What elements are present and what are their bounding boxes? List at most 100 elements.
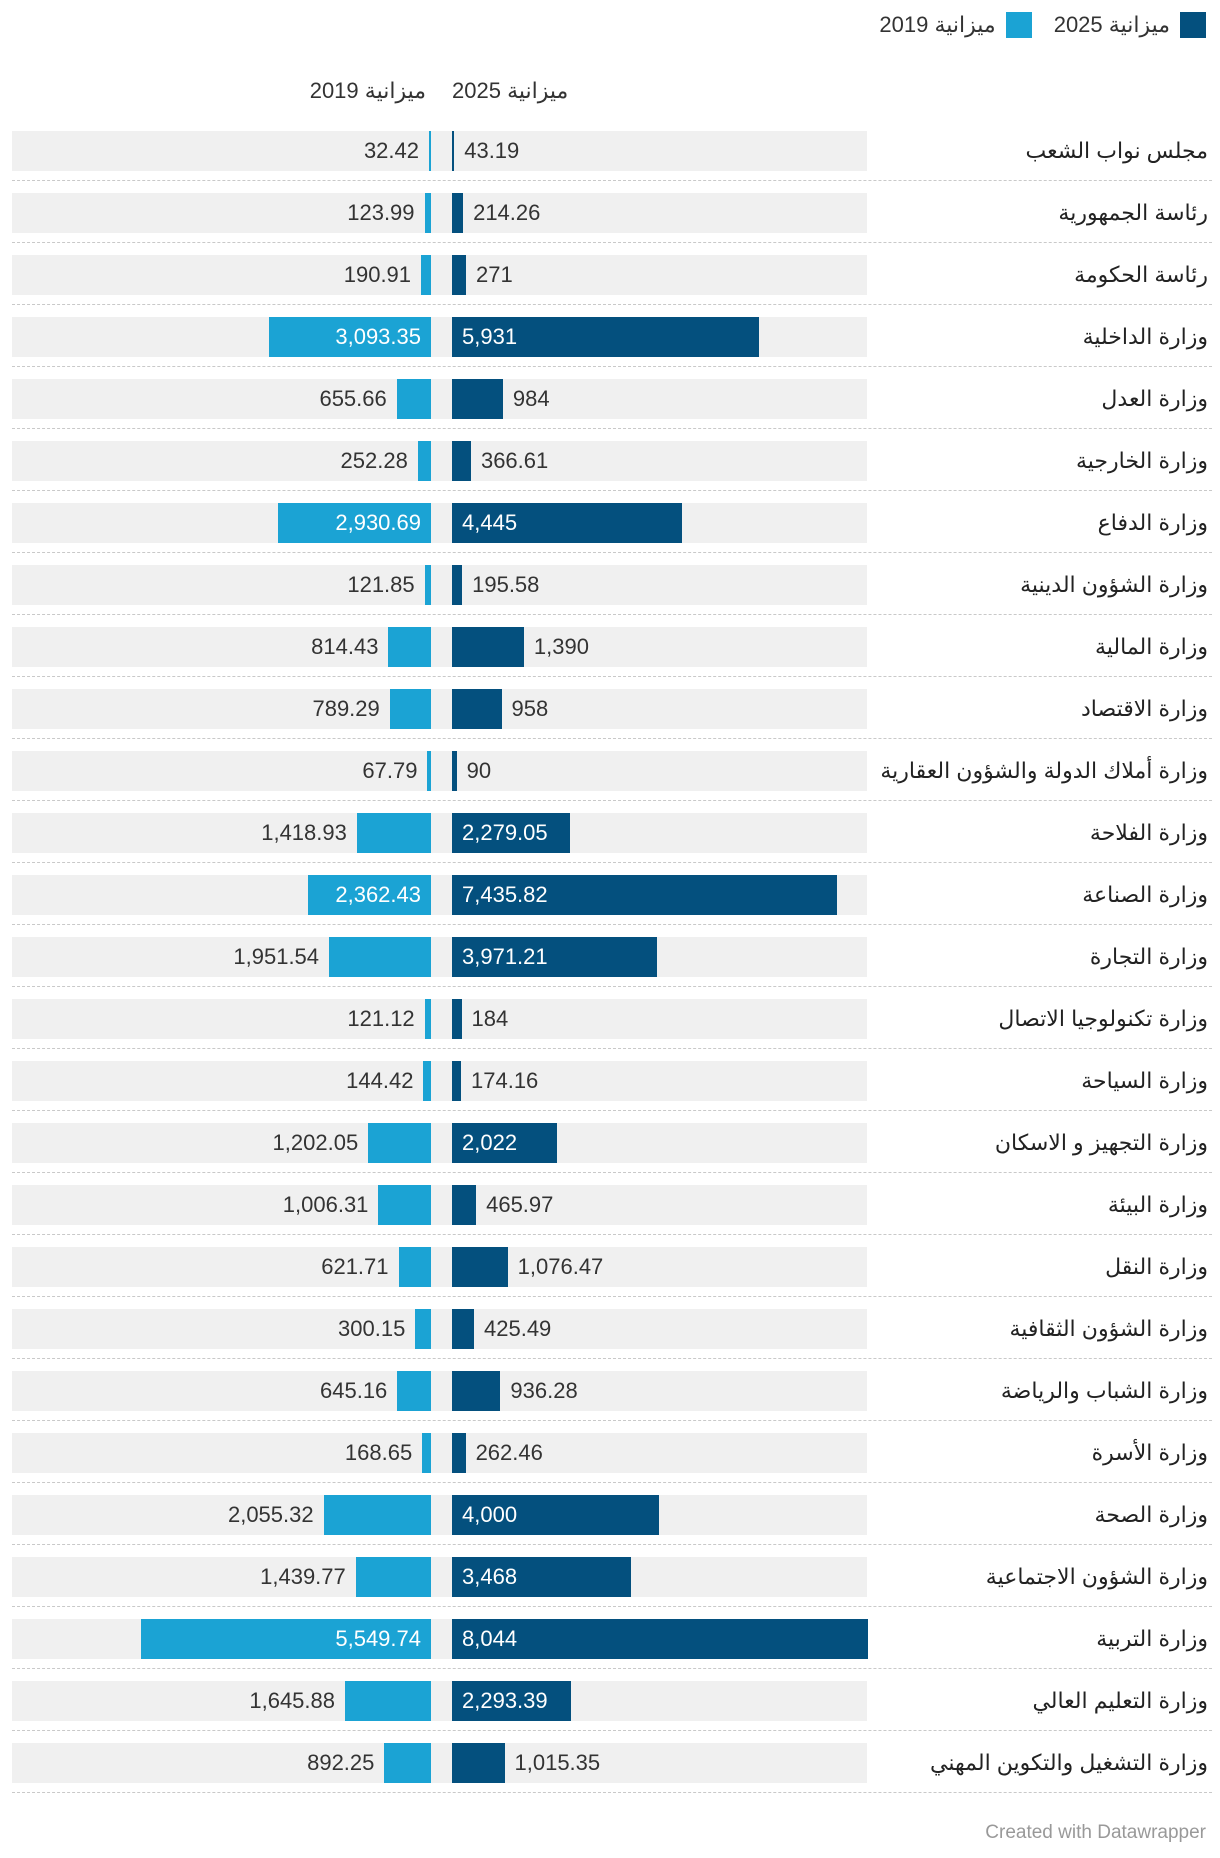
bar-2019 bbox=[384, 1743, 431, 1783]
value-label-2025: 4,445 bbox=[462, 510, 518, 535]
value-label-2025: 90 bbox=[466, 758, 492, 783]
bar-2025 bbox=[452, 627, 524, 667]
bar-2019 bbox=[424, 193, 431, 233]
value-label-2019: 121.12 bbox=[347, 1006, 415, 1031]
bar-2025 bbox=[452, 1371, 501, 1411]
legend: ميزانية 2025 ميزانية 2019 bbox=[879, 12, 1206, 38]
row-background bbox=[12, 1123, 867, 1163]
category-label: وزارة الصحة bbox=[1094, 1502, 1208, 1527]
row-background bbox=[12, 255, 867, 295]
value-label-2025: 5,931 bbox=[462, 324, 518, 349]
category-label: وزارة النقل bbox=[1105, 1254, 1208, 1279]
row-separator bbox=[12, 490, 1212, 491]
chart-row: مجلس نواب الشعب 43.19 32.42 bbox=[0, 126, 1220, 188]
bar-2025 bbox=[452, 565, 463, 605]
bar-2019 bbox=[389, 689, 431, 729]
row-background bbox=[12, 1557, 867, 1597]
row-background bbox=[12, 937, 867, 977]
value-label-2019: 168.65 bbox=[344, 1440, 413, 1465]
value-label-2019: 123.99 bbox=[347, 200, 415, 225]
row-separator bbox=[12, 1792, 1212, 1793]
row-separator bbox=[12, 614, 1212, 615]
row-background bbox=[12, 813, 867, 853]
legend-item-2019: ميزانية 2019 bbox=[879, 12, 1032, 38]
value-label-2025: 1,015.35 bbox=[514, 1750, 601, 1775]
chart-row: وزارة النقل 1,076.47 621.71 bbox=[0, 1242, 1220, 1304]
row-separator bbox=[12, 800, 1212, 801]
row-separator bbox=[12, 180, 1212, 181]
row-background bbox=[12, 1743, 867, 1783]
chart-row: وزارة الشؤون الدينية 195.58 121.85 bbox=[0, 560, 1220, 622]
category-label: وزارة البيئة bbox=[1107, 1192, 1208, 1217]
chart-row: وزارة الشؤون الاجتماعية 3,468 1,439.77 bbox=[0, 1552, 1220, 1614]
category-label: وزارة الخارجية bbox=[1076, 448, 1208, 473]
row-separator bbox=[12, 304, 1212, 305]
category-label: وزارة المالية bbox=[1095, 634, 1208, 659]
row-background bbox=[12, 131, 867, 171]
value-label-2019: 5,549.74 bbox=[335, 1626, 421, 1651]
row-separator bbox=[12, 1420, 1212, 1421]
legend-label-2019: ميزانية 2019 bbox=[879, 12, 996, 37]
value-label-2019: 814.43 bbox=[311, 634, 379, 659]
value-label-2025: 366.61 bbox=[480, 448, 549, 473]
category-label: وزارة الأسرة bbox=[1091, 1440, 1208, 1465]
value-label-2019: 190.91 bbox=[343, 262, 412, 287]
row-separator bbox=[12, 862, 1212, 863]
chart-row: وزارة العدل 984 655.66 bbox=[0, 374, 1220, 436]
value-label-2025: 184 bbox=[471, 1006, 509, 1031]
row-background bbox=[12, 1185, 867, 1225]
bar-2019 bbox=[422, 1433, 431, 1473]
bar-2025 bbox=[452, 441, 471, 481]
chart-row: وزارة الاقتصاد 958 789.29 bbox=[0, 684, 1220, 746]
bar-2025 bbox=[452, 1743, 505, 1783]
row-background bbox=[12, 689, 867, 729]
bar-2019 bbox=[356, 813, 431, 853]
row-background bbox=[12, 1371, 867, 1411]
value-label-2019: 645.16 bbox=[320, 1378, 388, 1403]
category-label: وزارة الشباب والرياضة bbox=[1000, 1378, 1208, 1403]
row-separator bbox=[12, 1544, 1212, 1545]
value-label-2025: 958 bbox=[511, 696, 549, 721]
category-label: وزارة أملاك الدولة والشؤون العقارية bbox=[880, 758, 1208, 783]
category-label: مجلس نواب الشعب bbox=[1025, 138, 1208, 163]
bar-2019 bbox=[427, 751, 431, 791]
value-label-2019: 67.79 bbox=[362, 758, 418, 783]
bar-2025 bbox=[452, 255, 466, 295]
credit-text: Created with Datawrapper bbox=[985, 1822, 1206, 1843]
row-separator bbox=[12, 1234, 1212, 1235]
value-label-2025: 43.19 bbox=[464, 138, 520, 163]
row-background bbox=[12, 1247, 867, 1287]
row-separator bbox=[12, 1482, 1212, 1483]
row-separator bbox=[12, 924, 1212, 925]
row-separator bbox=[12, 1048, 1212, 1049]
chart-row: وزارة الصحة 4,000 2,055.32 bbox=[0, 1490, 1220, 1552]
bar-2025 bbox=[452, 1185, 477, 1225]
category-label: وزارة الشؤون الدينية bbox=[1020, 572, 1208, 597]
value-label-2019: 1,645.88 bbox=[249, 1688, 335, 1713]
chart-row: وزارة الدفاع 4,445 2,930.69 bbox=[0, 498, 1220, 560]
value-label-2019: 621.71 bbox=[321, 1254, 389, 1279]
bar-2019 bbox=[396, 379, 431, 419]
category-label: وزارة التعليم العالي bbox=[1032, 1688, 1208, 1713]
bar-2019 bbox=[378, 1185, 431, 1225]
row-background bbox=[12, 1495, 867, 1535]
value-label-2019: 2,930.69 bbox=[335, 510, 421, 535]
row-background bbox=[12, 441, 867, 481]
value-label-2019: 1,951.54 bbox=[233, 944, 320, 969]
value-label-2019: 1,006.31 bbox=[282, 1192, 369, 1217]
category-label: وزارة الدفاع bbox=[1097, 510, 1208, 535]
category-label: وزارة الداخلية bbox=[1082, 324, 1208, 349]
bar-2025 bbox=[452, 1495, 659, 1535]
bar-2019 bbox=[415, 1309, 431, 1349]
row-background bbox=[12, 193, 867, 233]
chart-row: وزارة الشؤون الثقافية 425.49 300.15 bbox=[0, 1304, 1220, 1366]
value-label-2019: 2,055.32 bbox=[227, 1502, 314, 1527]
chart-row: وزارة البيئة 465.97 1,006.31 bbox=[0, 1180, 1220, 1242]
bar-2019 bbox=[388, 627, 431, 667]
bar-2025 bbox=[452, 131, 455, 171]
category-label: وزارة التجارة bbox=[1089, 944, 1208, 969]
value-label-2025: 2,279.05 bbox=[462, 820, 548, 845]
value-label-2025: 7,435.82 bbox=[462, 882, 548, 907]
column-header-2025: ميزانية 2025 bbox=[452, 78, 569, 103]
chart-row: وزارة الداخلية 5,931 3,093.35 bbox=[0, 312, 1220, 374]
